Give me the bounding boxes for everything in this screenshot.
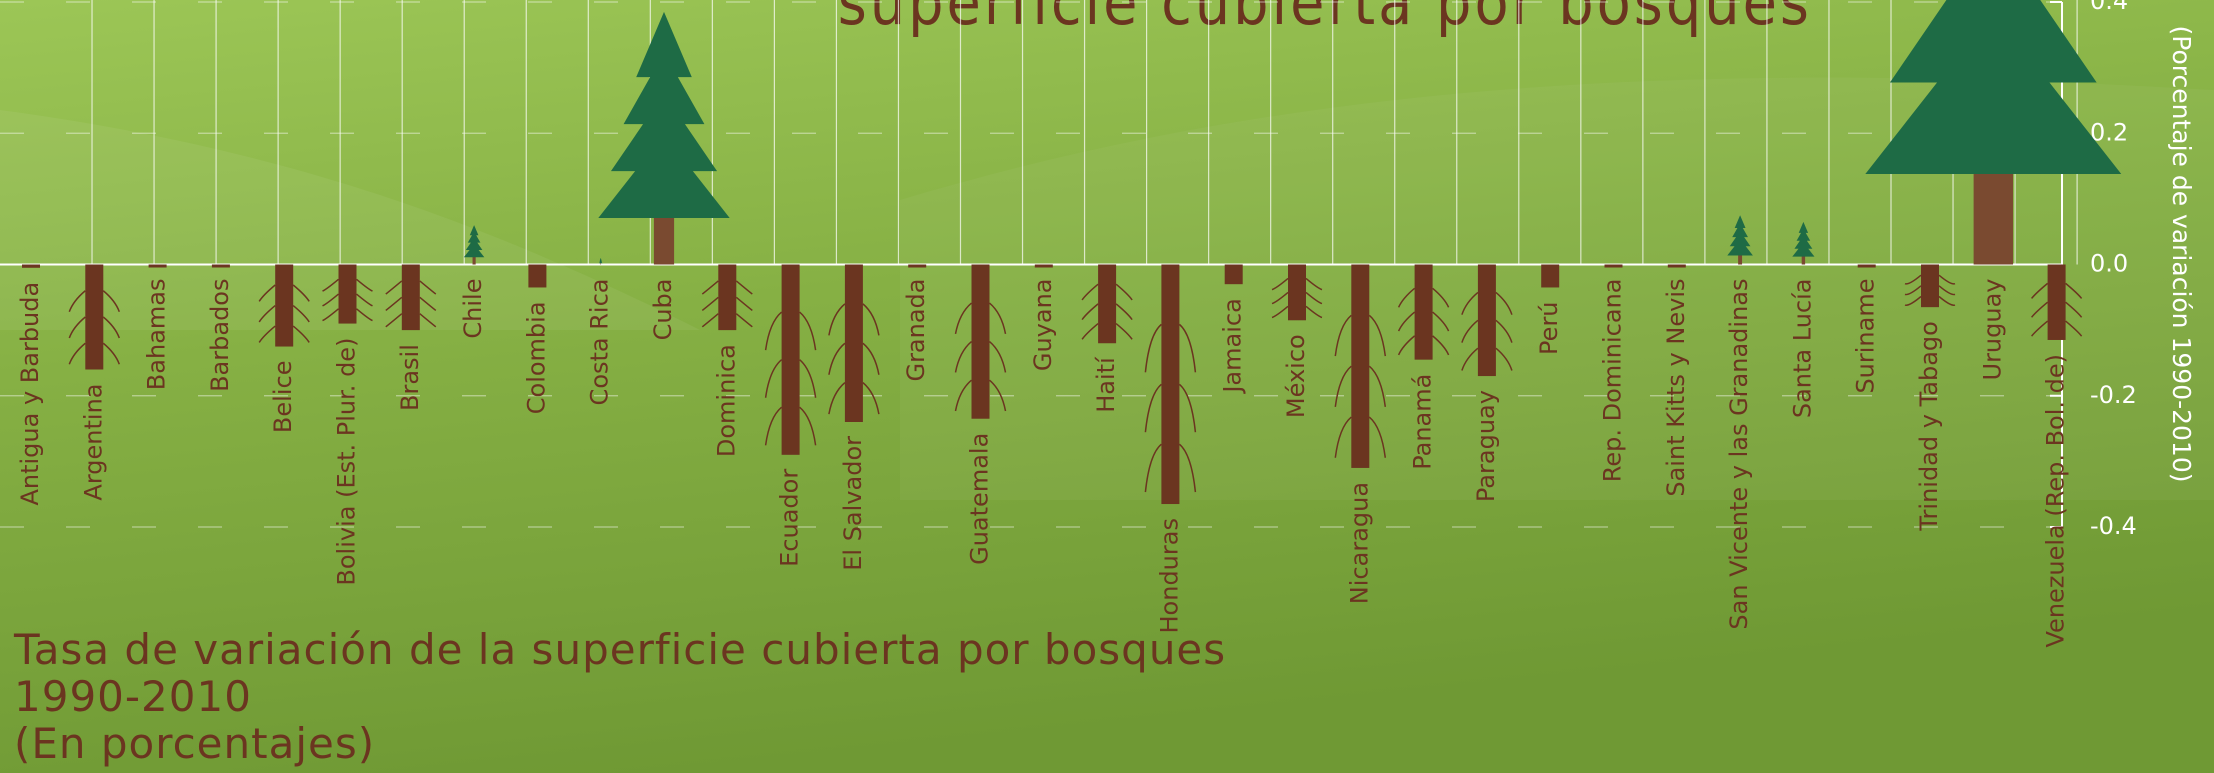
x-tick-label: Antigua y Barbuda bbox=[16, 282, 44, 506]
y-tick-label: 0.4 bbox=[2090, 0, 2128, 15]
title: Tasa de variación de la superficie cubie… bbox=[13, 625, 1226, 674]
x-tick-label: Argentina bbox=[79, 384, 107, 501]
x-tick-label: Venezuela (Rep. Bol. de) bbox=[2042, 354, 2070, 648]
chart: superficie cubierta por bosques Tasa de … bbox=[0, 0, 2214, 773]
x-tick-label: Perú bbox=[1535, 301, 1563, 354]
root-bar bbox=[1478, 265, 1496, 377]
x-tick-label: Guyana bbox=[1029, 279, 1057, 372]
x-tick-label: Uruguay bbox=[1978, 279, 2006, 381]
banner: superficie cubierta por bosques bbox=[838, 0, 1812, 39]
root-bar bbox=[1921, 265, 1939, 308]
x-tick-label: Brasil bbox=[396, 344, 424, 411]
x-tick-label: Haití bbox=[1092, 356, 1120, 413]
x-tick-label: México bbox=[1282, 334, 1310, 418]
root-bar bbox=[845, 265, 863, 423]
x-tick-label: El Salvador bbox=[839, 436, 867, 571]
x-tick-label: Barbados bbox=[206, 279, 234, 392]
root bbox=[1858, 265, 1876, 268]
root bbox=[212, 265, 230, 268]
x-tick-label: Saint Kitts y Nevis bbox=[1662, 279, 1690, 497]
root-bar bbox=[2048, 265, 2066, 340]
root-bar bbox=[1161, 265, 1179, 505]
x-tick-label: Rep. Dominicana bbox=[1599, 279, 1627, 483]
root-bar bbox=[339, 265, 357, 324]
root-bar bbox=[528, 265, 546, 288]
root bbox=[908, 265, 926, 268]
x-tick-label: San Vicente y las Granadinas bbox=[1725, 279, 1753, 630]
x-tick-label: Belice bbox=[269, 361, 297, 434]
x-tick-label: Chile bbox=[459, 279, 487, 339]
page: superficie cubierta por bosques Tasa de … bbox=[0, 0, 2214, 773]
title: (En porcentajes) bbox=[14, 719, 375, 768]
root-bar bbox=[718, 265, 736, 331]
root-bar bbox=[782, 265, 800, 455]
x-tick-label: Honduras bbox=[1155, 518, 1183, 633]
root-bar bbox=[1415, 265, 1433, 360]
root bbox=[22, 265, 40, 268]
y-tick-label: -0.2 bbox=[2090, 381, 2137, 409]
x-tick-label: Costa Rica bbox=[586, 279, 614, 406]
root-bar bbox=[402, 265, 420, 331]
root-bar bbox=[972, 265, 990, 419]
root-bar bbox=[22, 265, 40, 268]
x-tick-label: Bolivia (Est. Plur. de) bbox=[333, 338, 361, 586]
root bbox=[149, 265, 167, 268]
root-bar bbox=[149, 265, 167, 268]
x-tick-label: Trinidad y Tabago bbox=[1915, 321, 1943, 531]
root-bar bbox=[908, 265, 926, 268]
root-bar bbox=[85, 265, 103, 370]
title: 1990-2010 bbox=[14, 672, 252, 721]
x-tick-label: Bahamas bbox=[143, 279, 171, 391]
y-tick-label: 0.0 bbox=[2090, 250, 2128, 278]
root-bar bbox=[1858, 265, 1876, 268]
x-tick-label: Ecuador bbox=[776, 469, 804, 567]
root bbox=[1225, 265, 1243, 285]
x-tick-label: Santa Lucía bbox=[1788, 279, 1816, 419]
x-tick-label: Guatemala bbox=[966, 433, 994, 565]
root-bar bbox=[1098, 265, 1116, 344]
root bbox=[528, 265, 546, 288]
root-bar bbox=[1035, 265, 1053, 268]
root bbox=[1668, 265, 1686, 268]
x-tick-label: Dominica bbox=[712, 344, 740, 457]
root-bar bbox=[212, 265, 230, 268]
root-bar bbox=[1351, 265, 1369, 468]
root-bar bbox=[1668, 265, 1686, 268]
root-bar bbox=[1288, 265, 1306, 321]
root-bar bbox=[1225, 265, 1243, 285]
x-tick-label: Panamá bbox=[1409, 374, 1437, 470]
root bbox=[1035, 265, 1053, 268]
x-tick-label: Suriname bbox=[1852, 279, 1880, 394]
root bbox=[1541, 265, 1559, 288]
x-tick-label: Jamaica bbox=[1219, 298, 1247, 394]
root bbox=[1605, 265, 1623, 268]
root-bar bbox=[1605, 265, 1623, 268]
y-axis-label: (Porcentaje de variación 1990-2010) bbox=[2167, 26, 2196, 483]
x-tick-label: Paraguay bbox=[1472, 390, 1500, 502]
x-tick-label: Cuba bbox=[649, 279, 677, 341]
x-tick-label: Granada bbox=[902, 279, 930, 382]
x-tick-label: Nicaragua bbox=[1345, 482, 1373, 604]
root-bar bbox=[275, 265, 293, 347]
x-tick-label: Colombia bbox=[522, 301, 550, 414]
y-tick-label: -0.4 bbox=[2090, 512, 2137, 540]
root-bar bbox=[1541, 265, 1559, 288]
